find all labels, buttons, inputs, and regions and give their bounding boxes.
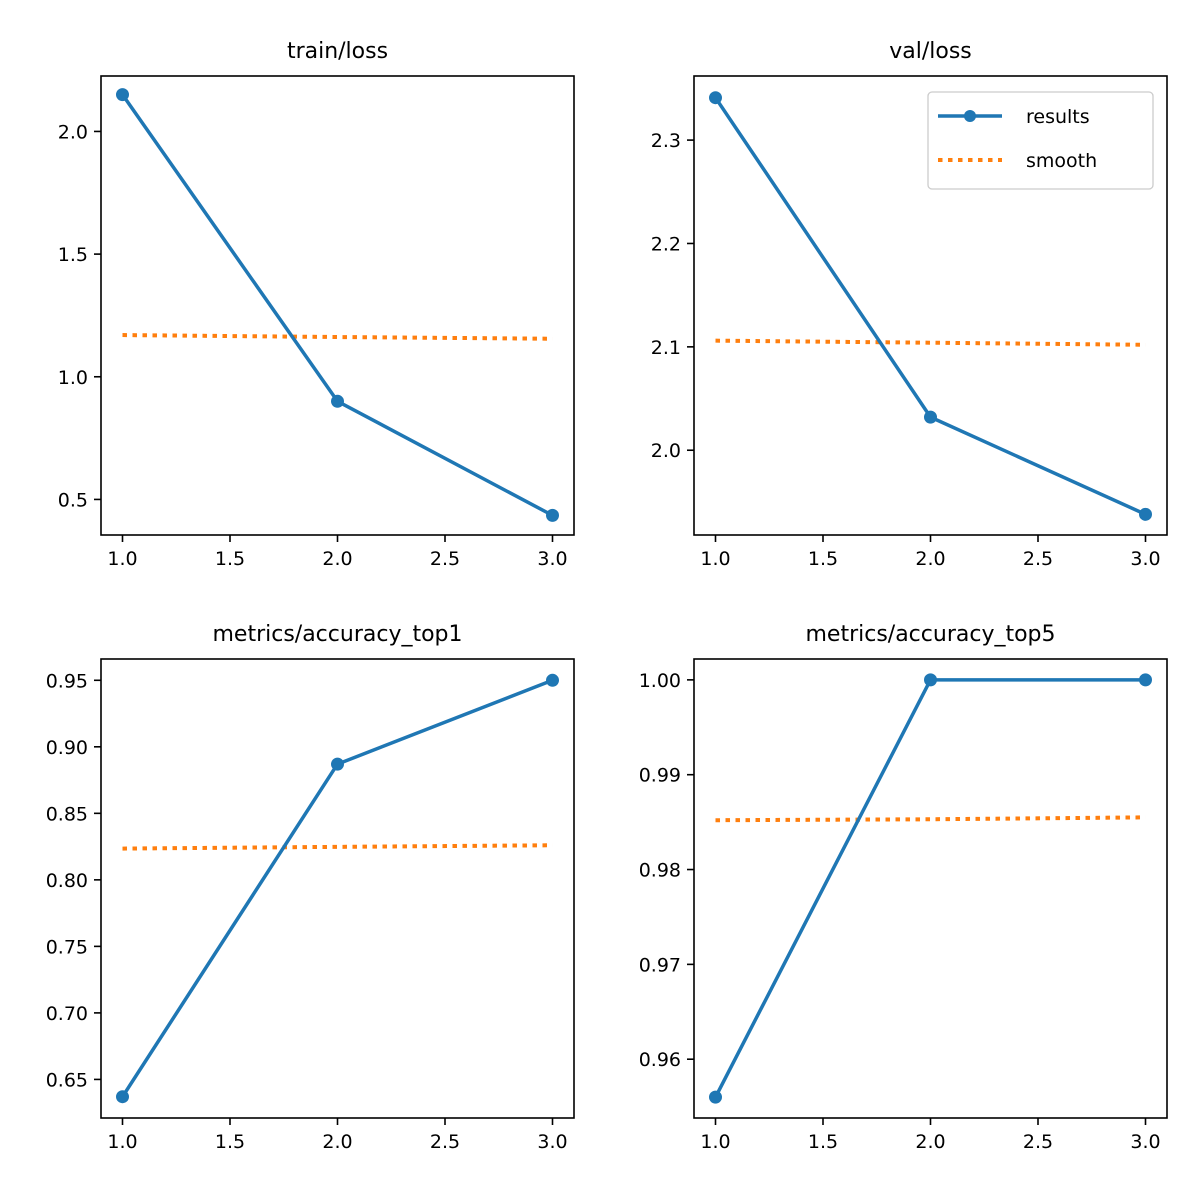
y-tick-label: 0.85	[46, 803, 88, 825]
y-tick-label: 0.96	[639, 1049, 681, 1071]
y-tick-label: 0.97	[639, 954, 681, 976]
y-tick-label: 2.3	[651, 130, 681, 152]
y-tick-label: 2.0	[58, 121, 88, 143]
data-point-results	[331, 394, 344, 408]
x-tick-label: 3.0	[537, 1131, 567, 1153]
x-tick-label: 3.0	[1130, 1131, 1160, 1153]
x-tick-label: 2.5	[430, 548, 460, 570]
y-tick-label: 2.0	[651, 440, 681, 462]
legend-label-smooth: smooth	[1026, 150, 1097, 172]
y-tick-label: 1.0	[58, 367, 88, 389]
x-tick-label: 1.0	[700, 1131, 730, 1153]
legend-label-results: results	[1026, 106, 1090, 128]
x-tick-label: 1.0	[700, 548, 730, 570]
y-tick-label: 0.90	[46, 737, 88, 759]
data-point-results	[1139, 673, 1152, 687]
legend-marker-results	[964, 110, 976, 122]
data-point-results	[924, 410, 937, 424]
subplot-4: metrics/accuracy_top5 1.0 1.5 2.0 2.5 3.0 0.96…	[639, 622, 1168, 1153]
x-tick-label: 1.5	[808, 1131, 838, 1153]
y-tick-label: 0.70	[46, 1003, 88, 1025]
subplot-title: train/loss	[287, 39, 388, 64]
y-tick-label: 0.5	[58, 489, 88, 511]
y-tick-label: 0.80	[46, 870, 88, 892]
series-line-smooth	[715, 338, 1146, 347]
data-point-results	[546, 508, 559, 522]
x-tick-label: 1.0	[107, 548, 137, 570]
data-point-results	[1139, 507, 1152, 521]
y-tick-label: 0.98	[639, 860, 681, 882]
subplot-title: metrics/accuracy_top1	[212, 622, 462, 647]
subplot-title: val/loss	[889, 39, 972, 64]
legend: results smooth	[927, 91, 1154, 190]
x-tick-label: 2.5	[1023, 548, 1053, 570]
subplot-title: metrics/accuracy_top5	[805, 622, 1055, 647]
x-tick-label: 1.5	[215, 548, 245, 570]
x-tick-label: 2.0	[915, 1131, 945, 1153]
y-tick-label: 1.00	[639, 670, 681, 692]
series-line-smooth	[715, 815, 1146, 823]
subplot-1: train/loss 1.0 1.5 2.0 2.5 3.0 0.5 1.0 1.5 2.0	[58, 39, 575, 570]
data-point-results	[546, 673, 559, 687]
subplot-3: metrics/accuracy_top1 1.0 1.5 2.0 2.5 3.0 0.65…	[46, 622, 575, 1153]
y-tick-label: 0.65	[46, 1069, 88, 1091]
series-line-smooth	[122, 843, 553, 851]
x-tick-label: 2.5	[430, 1131, 460, 1153]
y-tick-label: 0.95	[46, 670, 88, 692]
x-tick-label: 1.0	[107, 1131, 137, 1153]
y-tick-label: 0.75	[46, 936, 88, 958]
x-tick-label: 1.5	[215, 1131, 245, 1153]
y-tick-label: 2.2	[651, 233, 681, 255]
x-tick-label: 3.0	[537, 548, 567, 570]
x-tick-label: 2.0	[915, 548, 945, 570]
y-tick-label: 0.99	[639, 765, 681, 787]
y-tick-label: 2.1	[651, 337, 681, 359]
data-point-results	[116, 88, 129, 102]
x-tick-label: 2.0	[322, 1131, 352, 1153]
x-tick-label: 1.5	[808, 548, 838, 570]
data-point-results	[709, 91, 722, 105]
x-tick-label: 2.5	[1023, 1131, 1053, 1153]
x-tick-label: 3.0	[1130, 548, 1160, 570]
data-point-results	[709, 1090, 722, 1104]
series-line-smooth	[122, 333, 553, 341]
data-point-results	[924, 673, 937, 687]
data-point-results	[331, 757, 344, 771]
subplot-2: val/loss 1.0 1.5 2.0 2.5 3.0 2.0 2.1 2.2 2.3 resul…	[651, 39, 1168, 570]
y-tick-label: 1.5	[58, 244, 88, 266]
data-point-results	[116, 1090, 129, 1104]
x-tick-label: 2.0	[322, 548, 352, 570]
